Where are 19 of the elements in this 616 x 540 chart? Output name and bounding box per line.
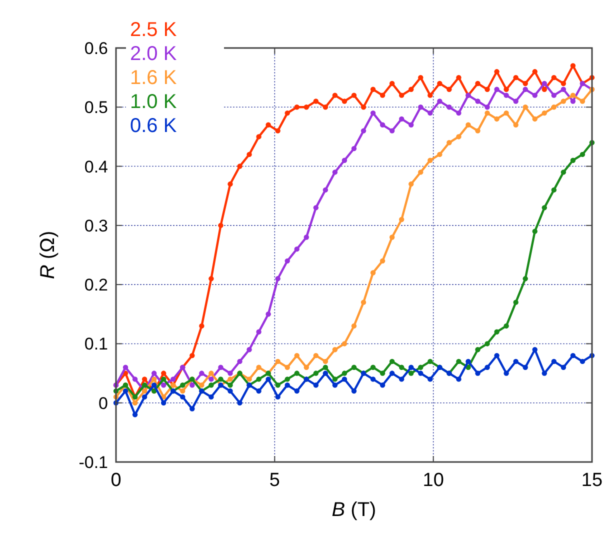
- y-tick-label: 0: [98, 394, 108, 413]
- x-axis-title: B (T): [332, 499, 376, 521]
- x-tick-label: 0: [110, 470, 122, 491]
- y-tick-label: -0.1: [78, 453, 108, 472]
- y-tick-label: 0.1: [84, 334, 108, 354]
- text: 0.6 K: [130, 115, 178, 137]
- text: 1.0 K: [130, 91, 178, 113]
- y-tick-label: 0.3: [84, 216, 108, 236]
- text: 2.0 K: [130, 43, 178, 65]
- text: 1.6 K: [130, 67, 178, 89]
- text: 2.5 K: [130, 19, 178, 41]
- x-tick-label: 10: [422, 470, 444, 491]
- y-tick-label: 0.5: [84, 98, 108, 118]
- y-tick-label: 0.6: [84, 39, 108, 58]
- x-tick-label: 5: [269, 470, 280, 491]
- y-tick-label: 0.4: [84, 157, 108, 176]
- x-tick-label: 15: [581, 470, 603, 491]
- y-tick-label: 0.2: [84, 276, 108, 295]
- y-axis-title: R (Ω): [37, 230, 59, 280]
